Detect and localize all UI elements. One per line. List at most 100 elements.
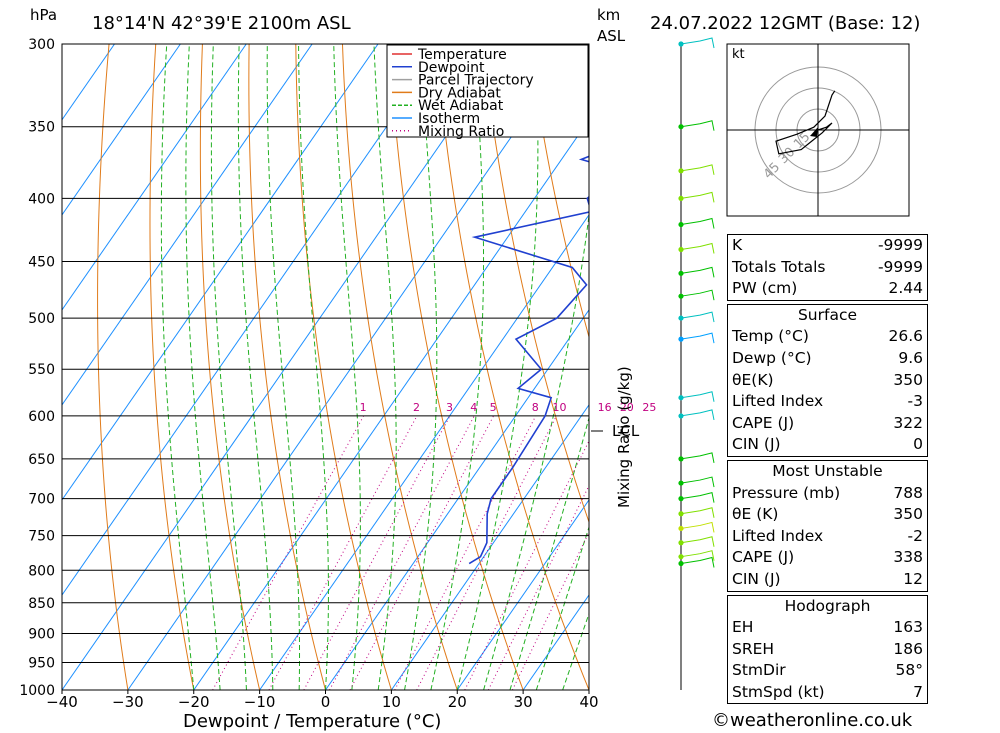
- eh-value: 163: [893, 618, 923, 637]
- wind-barb: [680, 550, 715, 561]
- wind-barb: [680, 311, 715, 323]
- lcl-label: LCL: [612, 422, 640, 440]
- temperature-tick-label: 0: [321, 693, 331, 711]
- surface-box: Surface Temp (°C) 26.6 Dewp (°C) 9.6 θE(K)…: [727, 303, 928, 457]
- dry-adiabat: [199, 44, 261, 690]
- wind-barb: [680, 476, 715, 488]
- legend-entry: Isotherm: [418, 111, 480, 127]
- surface-cape-label: CAPE (J): [732, 413, 795, 432]
- legend-entry: Mixing Ratio: [418, 124, 504, 140]
- pressure-tick-label: 550: [28, 362, 55, 378]
- sreh-value: 186: [893, 639, 923, 658]
- mixing-ratio-line: [394, 415, 537, 690]
- profile-parcel-trajectory: [628, 149, 736, 563]
- indices-panel: K -9999 Totals Totals -9999 PW (cm) 2.44 Su…: [727, 234, 928, 707]
- profile-dewpoint: [468, 72, 589, 565]
- dry-adiabat: [949, 44, 1000, 690]
- wind-barb: [680, 452, 715, 463]
- surface-temp-label: Temp (°C): [732, 327, 809, 346]
- surface-theta-label: θE(K): [732, 370, 774, 389]
- most-unstable-title: Most Unstable: [772, 461, 883, 480]
- wet-adiabat: [237, 44, 274, 690]
- profile-temperature: [635, 149, 725, 563]
- tt-value: -9999: [877, 257, 923, 276]
- k-label: K: [732, 236, 743, 254]
- mixing-ratio-label: 8: [532, 401, 539, 414]
- mu-li-label: Lifted Index: [732, 526, 824, 545]
- hodograph-unit-label: kt: [732, 47, 745, 62]
- mixing-ratio-line: [268, 415, 418, 690]
- isotherm: [62, 44, 115, 121]
- wind-barb: [680, 37, 715, 49]
- stmspd-label: StmSpd (kt): [732, 682, 825, 701]
- wind-barb: [680, 120, 715, 131]
- mixing-ratio-line: [349, 415, 495, 690]
- mixing-ratio-label: 4: [470, 401, 477, 414]
- isotherm: [390, 404, 589, 690]
- surface-cape-value: 322: [893, 413, 923, 432]
- wet-adiabat: [185, 44, 221, 690]
- isotherm: [62, 44, 313, 406]
- wind-barb: [680, 332, 715, 344]
- pressure-tick-label: 500: [28, 311, 55, 327]
- unit-hpa-label: hPa: [30, 6, 57, 24]
- surface-cin-label: CIN (J): [732, 435, 781, 454]
- eh-label: EH: [732, 618, 754, 637]
- surface-cin-value: 0: [913, 435, 923, 454]
- surface-temp-value: 26.6: [888, 327, 923, 346]
- legend-entry: Wet Adiabat: [418, 98, 504, 114]
- wind-barb: [680, 556, 715, 568]
- mixing-ratio-axis-label: Mixing Ratio (g/kg): [615, 366, 633, 508]
- hodograph-trace: [775, 90, 836, 155]
- wind-profile: [678, 37, 715, 690]
- mixing-ratio-line: [329, 415, 475, 690]
- pressure-tick-label: 700: [28, 492, 55, 508]
- dry-adiabat: [528, 44, 589, 339]
- wet-adiabat: [298, 44, 329, 690]
- copyright-link[interactable]: ©weatheronline.co.uk: [712, 710, 913, 731]
- wet-adiabat: [404, 44, 438, 690]
- legend-entry: Dewpoint: [418, 60, 485, 76]
- wet-adiabat: [456, 44, 539, 690]
- mu-theta-label: θE (K): [732, 505, 779, 524]
- surface-dewp-label: Dewp (°C): [732, 348, 812, 367]
- sreh-label: SREH: [732, 639, 775, 658]
- wind-barb: [680, 242, 715, 254]
- pressure-tick-label: 900: [28, 626, 55, 642]
- hodograph-box: Hodograph EH 163 SREH 186 StmDir 58° StmSpd…: [727, 594, 928, 705]
- isotherm: [62, 44, 247, 311]
- mixing-ratio-label: 10: [552, 401, 566, 414]
- mixing-ratio-label: 25: [642, 401, 656, 414]
- pressure-tick-label: 300: [28, 37, 55, 53]
- wet-adiabat: [483, 211, 589, 690]
- profile-lines: [468, 72, 736, 565]
- location-title: 18°14'N 42°39'E 2100m ASL: [92, 13, 351, 34]
- temperature-tick-label: −20: [178, 693, 210, 711]
- isotherm: [325, 308, 589, 690]
- mu-pressure-label: Pressure (mb): [732, 483, 841, 502]
- wind-level-dot: [678, 560, 684, 567]
- surface-li-label: Lifted Index: [732, 392, 824, 411]
- mu-cape-value: 338: [893, 548, 923, 567]
- wind-barb: [680, 266, 715, 278]
- pressure-tick-label: 400: [28, 191, 55, 207]
- hodograph-title: Hodograph: [784, 596, 871, 615]
- mixing-ratio-label: 3: [446, 401, 453, 414]
- isotherm: [62, 44, 379, 501]
- stmdir-value: 58°: [895, 661, 923, 680]
- dry-adiabat: [996, 44, 1000, 690]
- surface-theta-value: 350: [893, 370, 923, 389]
- temperature-tick-label: −30: [112, 693, 144, 711]
- dry-adiabat: [341, 44, 458, 690]
- temperature-tick-label: 40: [579, 693, 598, 711]
- pressure-tick-label: 600: [28, 409, 55, 425]
- pressure-tick-label: 350: [28, 120, 55, 136]
- wet-adiabat: [210, 44, 247, 690]
- legend-entry: Dry Adiabat: [418, 85, 501, 101]
- date-title: 24.07.2022 12GMT (Base: 12): [650, 13, 920, 34]
- wind-barb: [680, 521, 715, 533]
- wind-barb: [680, 289, 715, 301]
- pressure-tick-label: 850: [28, 596, 55, 612]
- mu-cape-label: CAPE (J): [732, 548, 795, 567]
